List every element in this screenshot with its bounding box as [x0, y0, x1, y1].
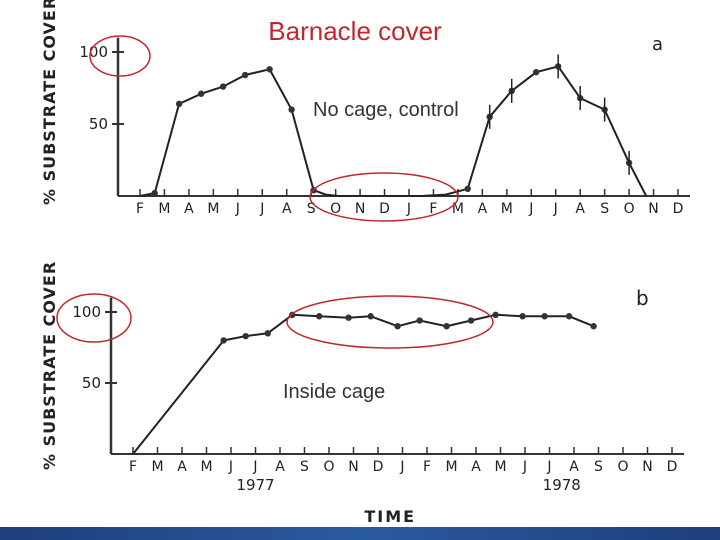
data-point — [345, 314, 352, 321]
data-point — [492, 311, 499, 319]
highlight-ellipse-top-winter — [309, 172, 459, 222]
x-tick-label: J — [235, 201, 240, 217]
panel-letter-b: b — [636, 286, 649, 310]
data-point — [242, 332, 249, 340]
x-tick-label: J — [522, 459, 527, 475]
data-point — [151, 189, 158, 197]
y-tick-label: 50 — [89, 115, 108, 133]
highlight-ellipse-bottom-plateau — [286, 295, 494, 349]
x-tick-label: S — [307, 201, 316, 217]
x-tick-label: N — [348, 459, 358, 475]
x-tick-label: N — [355, 201, 365, 217]
x-tick-label: D — [667, 459, 678, 475]
data-point — [219, 83, 227, 90]
x-tick-label: D — [373, 459, 384, 475]
x-tick-label: A — [177, 459, 187, 475]
x-tick-label: O — [617, 459, 628, 475]
x-tick-label: M — [452, 201, 464, 217]
data-point — [175, 100, 183, 108]
y-axis-label-top: % SUBSTRATE COVER — [40, 0, 59, 205]
slide-title: Barnacle cover — [268, 16, 442, 46]
data-point — [367, 313, 374, 320]
x-tick-label: S — [594, 459, 603, 475]
data-point — [316, 313, 323, 320]
data-point — [541, 313, 548, 320]
year-label: 1977 — [236, 476, 274, 494]
x-tick-label: A — [471, 459, 481, 475]
x-tick-label: O — [624, 201, 635, 217]
annotation-no-cage: No cage, control — [313, 99, 459, 121]
x-tick-label: F — [429, 201, 437, 217]
x-tick-label: M — [158, 201, 170, 217]
x-tick-label: F — [129, 459, 137, 475]
data-point — [241, 71, 249, 79]
x-tick-label: S — [300, 459, 309, 475]
data-point — [519, 313, 526, 320]
data-point — [467, 317, 475, 324]
slide-footer-bar — [0, 527, 720, 540]
panel-letter-a: a — [652, 34, 663, 55]
highlight-ellipse-top-y — [89, 35, 151, 77]
data-point — [416, 317, 423, 324]
x-tick-label: N — [642, 459, 652, 475]
y-tick-label: 100 — [72, 303, 101, 321]
data-point — [220, 337, 227, 344]
x-tick-label: J — [528, 201, 533, 217]
x-tick-label: D — [673, 201, 684, 217]
x-tick-label: A — [282, 201, 292, 217]
x-tick-label: M — [200, 459, 212, 475]
x-tick-label: O — [323, 459, 334, 475]
x-axis-title: TIME — [364, 507, 416, 526]
x-tick-label: J — [546, 459, 551, 475]
x-tick-label: J — [553, 201, 558, 217]
x-tick-label: M — [494, 459, 506, 475]
x-tick-label: J — [252, 459, 257, 475]
y-axis-label-bottom: % SUBSTRATE COVER — [40, 261, 59, 470]
y-tick-label: 100 — [79, 43, 108, 61]
data-point — [288, 106, 295, 113]
x-tick-label: N — [648, 201, 658, 217]
data-point — [394, 323, 401, 330]
data-point — [266, 66, 273, 73]
data-point — [565, 313, 573, 320]
x-tick-label: M — [151, 459, 163, 475]
highlight-ellipse-bottom-y — [56, 293, 132, 343]
x-tick-label: S — [600, 201, 609, 217]
data-point — [197, 90, 205, 97]
x-tick-label: A — [184, 201, 194, 217]
data-point — [590, 323, 597, 330]
x-tick-label: A — [275, 459, 285, 475]
y-tick-label: 50 — [82, 374, 101, 392]
annotation-inside-cage: Inside cage — [283, 381, 385, 403]
x-tick-label: A — [478, 201, 488, 217]
year-label: 1978 — [543, 476, 581, 494]
x-tick-label: J — [228, 459, 233, 475]
data-point — [532, 68, 540, 76]
x-tick-label: F — [136, 201, 144, 217]
x-tick-label: A — [569, 459, 579, 475]
x-tick-label: D — [379, 201, 390, 217]
x-tick-label: F — [423, 459, 431, 475]
x-tick-label: M — [445, 459, 457, 475]
x-tick-label: M — [207, 201, 219, 217]
data-point — [443, 323, 450, 330]
x-tick-label: A — [575, 201, 585, 217]
x-tick-label: O — [330, 201, 341, 217]
x-tick-label: J — [399, 459, 404, 475]
series-line — [139, 65, 648, 197]
data-point — [264, 330, 271, 337]
x-tick-label: J — [406, 201, 411, 217]
x-tick-label: M — [501, 201, 513, 217]
data-point — [464, 185, 471, 192]
x-tick-label: J — [259, 201, 264, 217]
